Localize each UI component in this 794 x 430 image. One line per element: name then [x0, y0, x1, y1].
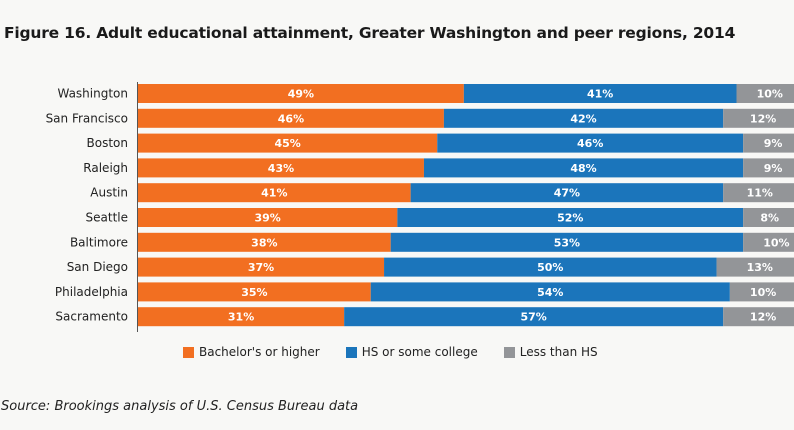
- legend: Bachelor's or higher HS or some college …: [183, 345, 598, 359]
- bar-san-diego-less-than-hs: [716, 257, 794, 277]
- legend-swatch-bachelors: [183, 346, 194, 358]
- category-label-washington: Washington: [57, 87, 128, 101]
- legend-swatch-less-than-hs: [503, 346, 515, 358]
- bar-philadelphia-hs-or-some-college: [370, 282, 730, 302]
- value-label-philadelphia-hs-or-some-college: 54%: [537, 286, 563, 299]
- bar-sacramento-hs-or-some-college: [344, 307, 724, 327]
- legend-label-less-than-hs: Less than HS: [519, 345, 598, 359]
- value-label-philadelphia-less-than-hs: 10%: [750, 286, 776, 299]
- category-label-raleigh: Raleigh: [83, 161, 128, 175]
- bar-seattle-bachelor-s-or-higher: [138, 208, 398, 227]
- legend-item-less-than-hs: Less than HS: [503, 345, 598, 359]
- category-label-philadelphia: Philadelphia: [55, 285, 128, 299]
- value-labels: 49% 41% 10% 46% 42% 12% 45% 46% 9% 43% 48% 9% 41% 47%…: [228, 88, 790, 324]
- legend-swatch-hs-some-college: [345, 346, 357, 358]
- value-label-raleigh-hs-or-some-college: 48%: [570, 162, 596, 175]
- bar-san-diego-bachelor-s-or-higher: [138, 257, 385, 277]
- legend-label-hs-some-college: HS or some college: [361, 345, 478, 359]
- category-label-baltimore: Baltimore: [70, 235, 128, 249]
- category-label-austin: Austin: [90, 186, 128, 200]
- category-label-boston: Boston: [87, 136, 128, 150]
- bar-raleigh-hs-or-some-college: [423, 158, 744, 178]
- value-label-baltimore-hs-or-some-college: 53%: [554, 236, 580, 249]
- category-label-san-diego: San Diego: [67, 260, 128, 274]
- bar-boston-hs-or-some-college: [437, 133, 744, 153]
- value-label-austin-less-than-hs: 11%: [747, 187, 773, 200]
- category-label-seattle: Seattle: [86, 211, 128, 225]
- bar-seattle-less-than-hs: [743, 208, 794, 227]
- value-label-sacramento-bachelor-s-or-higher: 31%: [228, 311, 254, 324]
- chart-title: Figure 16. Adult educational attainment,…: [4, 24, 736, 42]
- bar-baltimore-less-than-hs: [743, 232, 794, 252]
- value-label-sacramento-less-than-hs: 12%: [750, 311, 776, 324]
- bar-austin-bachelor-s-or-higher: [138, 183, 411, 203]
- bar-philadelphia-less-than-hs: [729, 282, 794, 302]
- bar-austin-less-than-hs: [723, 183, 794, 203]
- bar-seattle-hs-or-some-college: [397, 208, 744, 227]
- value-label-raleigh-less-than-hs: 9%: [764, 162, 783, 175]
- bar-washington-hs-or-some-college: [463, 84, 737, 103]
- value-label-washington-bachelor-s-or-higher: 49%: [288, 88, 314, 101]
- legend-item-hs-some-college: HS or some college: [345, 345, 478, 359]
- value-label-baltimore-less-than-hs: 10%: [763, 236, 789, 249]
- stacked-bar-chart: Washington San Francisco Boston Raleigh Aust…: [46, 82, 794, 332]
- bar-san-francisco-hs-or-some-college: [443, 108, 724, 128]
- legend-label-bachelors: Bachelor's or higher: [199, 345, 320, 359]
- value-label-san-francisco-less-than-hs: 12%: [750, 112, 776, 125]
- bar-raleigh-less-than-hs: [743, 158, 794, 178]
- category-labels: Washington San Francisco Boston Raleigh Aust…: [46, 87, 128, 324]
- value-label-san-francisco-hs-or-some-college: 42%: [570, 112, 596, 125]
- bar-sacramento-bachelor-s-or-higher: [138, 307, 345, 327]
- bar-san-francisco-bachelor-s-or-higher: [138, 108, 444, 128]
- bar-sacramento-less-than-hs: [723, 307, 794, 327]
- value-label-seattle-bachelor-s-or-higher: 39%: [255, 212, 281, 225]
- bars: [138, 84, 794, 327]
- value-label-washington-hs-or-some-college: 41%: [587, 88, 613, 101]
- bar-raleigh-bachelor-s-or-higher: [138, 158, 424, 178]
- value-label-seattle-less-than-hs: 8%: [760, 212, 779, 225]
- value-label-sacramento-hs-or-some-college: 57%: [521, 311, 547, 324]
- value-label-san-diego-less-than-hs: 13%: [747, 261, 773, 274]
- value-label-baltimore-bachelor-s-or-higher: 38%: [251, 236, 277, 249]
- value-label-seattle-hs-or-some-college: 52%: [557, 212, 583, 225]
- bar-washington-bachelor-s-or-higher: [138, 84, 464, 103]
- category-label-san-francisco: San Francisco: [46, 111, 128, 125]
- bar-san-diego-hs-or-some-college: [384, 257, 717, 277]
- value-label-boston-less-than-hs: 9%: [764, 137, 783, 150]
- bar-san-francisco-less-than-hs: [723, 108, 794, 128]
- value-label-san-diego-bachelor-s-or-higher: 37%: [248, 261, 274, 274]
- legend-item-bachelors: Bachelor's or higher: [183, 345, 320, 359]
- category-label-sacramento: Sacramento: [55, 310, 128, 324]
- value-label-washington-less-than-hs: 10%: [757, 88, 783, 101]
- value-label-san-francisco-bachelor-s-or-higher: 46%: [278, 112, 304, 125]
- source-note: Source: Brookings analysis of U.S. Censu…: [1, 399, 359, 414]
- bar-boston-bachelor-s-or-higher: [138, 133, 438, 153]
- bar-boston-less-than-hs: [743, 133, 794, 153]
- value-label-raleigh-bachelor-s-or-higher: 43%: [268, 162, 294, 175]
- value-label-san-diego-hs-or-some-college: 50%: [537, 261, 563, 274]
- value-label-austin-hs-or-some-college: 47%: [554, 187, 580, 200]
- bar-philadelphia-bachelor-s-or-higher: [138, 282, 371, 302]
- bar-baltimore-bachelor-s-or-higher: [138, 232, 391, 252]
- value-label-boston-bachelor-s-or-higher: 45%: [274, 137, 300, 150]
- value-label-austin-bachelor-s-or-higher: 41%: [261, 187, 287, 200]
- value-label-philadelphia-bachelor-s-or-higher: 35%: [241, 286, 267, 299]
- value-label-boston-hs-or-some-college: 46%: [577, 137, 603, 150]
- bar-washington-less-than-hs: [736, 84, 794, 103]
- bar-austin-hs-or-some-college: [410, 183, 724, 203]
- bar-baltimore-hs-or-some-college: [390, 232, 744, 252]
